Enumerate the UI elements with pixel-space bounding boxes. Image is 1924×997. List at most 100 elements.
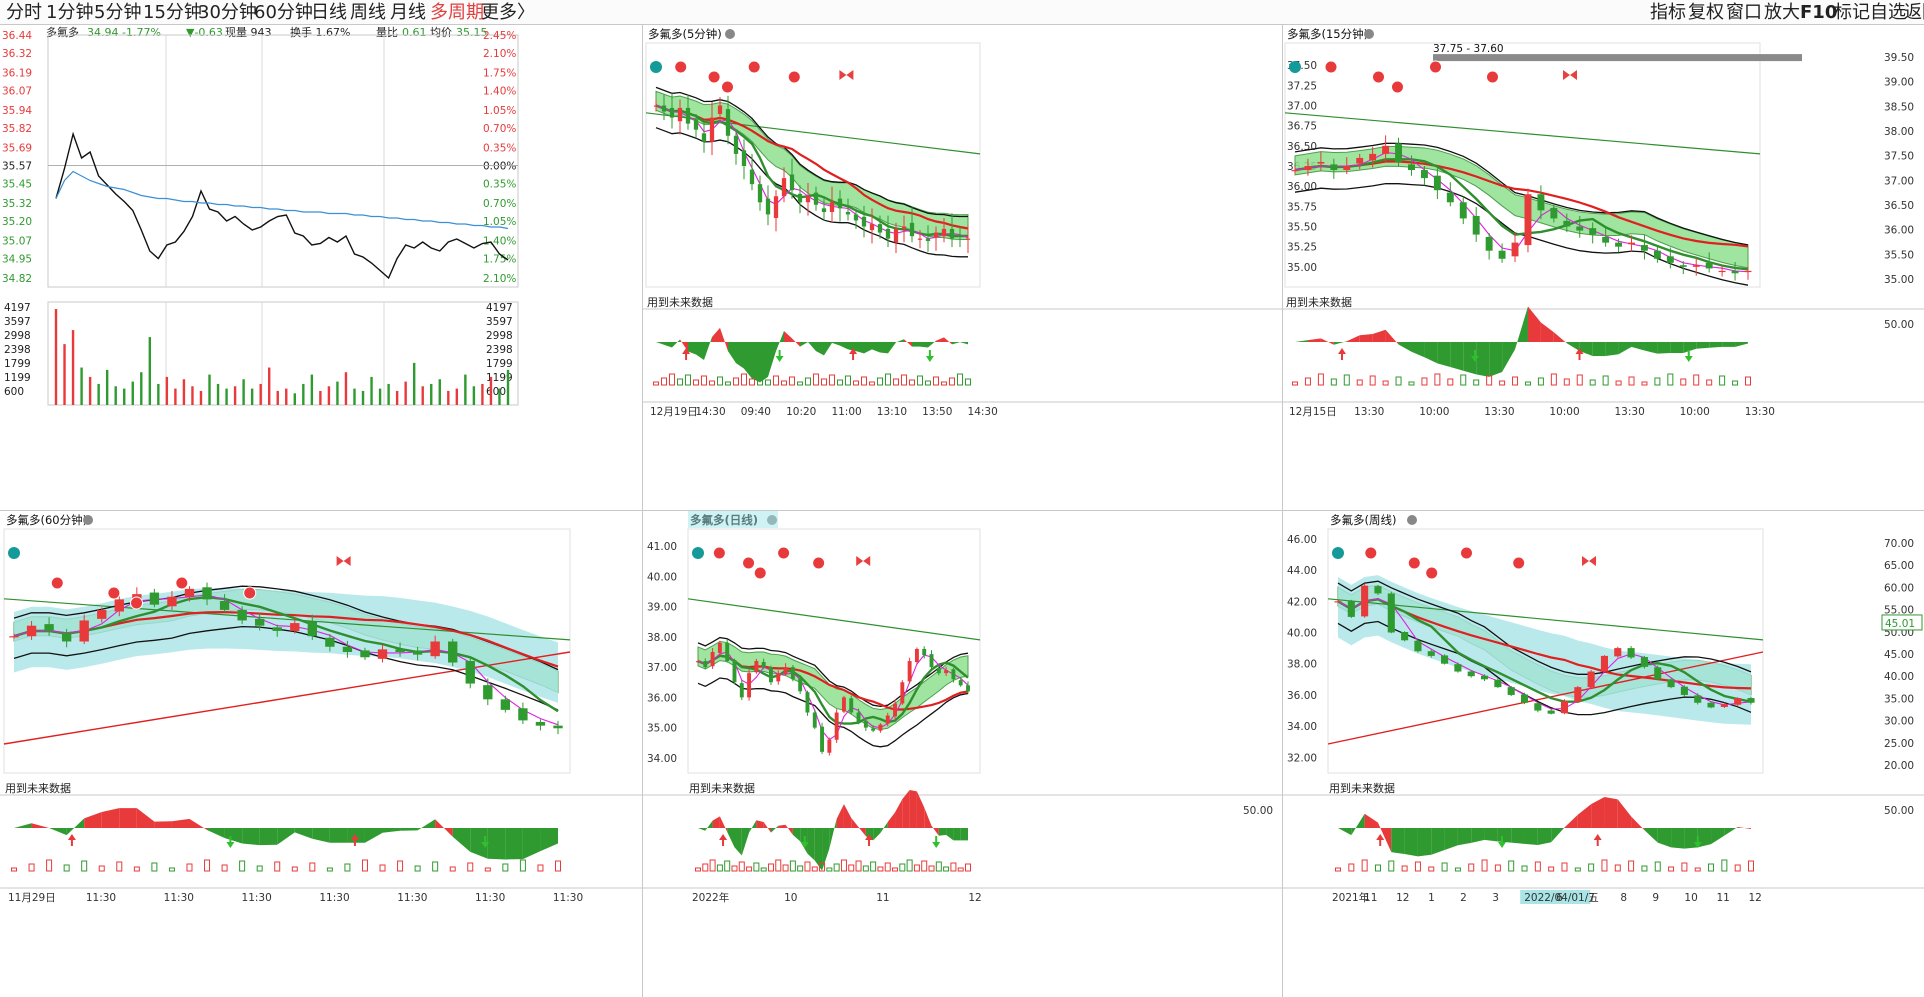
histogram-bar: [765, 379, 771, 386]
ma-green-line: [1337, 598, 1752, 703]
indicator-wave-segment: [792, 338, 800, 347]
candle-body: [776, 673, 781, 682]
price-frame: [3, 528, 571, 774]
candle-body: [307, 621, 317, 637]
price-tick-label: 35.45: [2, 179, 32, 191]
pct-tick-label: 1.05%: [483, 216, 516, 228]
toolbar-adjust-button[interactable]: 复权: [1688, 2, 1724, 23]
pct-tick-label: 0.35%: [483, 179, 516, 191]
indicator-wave-segment: [1684, 828, 1698, 849]
histogram-bar: [933, 376, 939, 386]
intraday-turnover: 换手 1.67%: [290, 25, 350, 39]
candle-body: [966, 685, 970, 692]
histogram-bar: [885, 373, 891, 386]
buy-signal-icon: [50, 576, 64, 590]
time-axis-label: 11:30: [397, 892, 427, 904]
candle-body: [907, 661, 912, 682]
candle-body: [272, 627, 282, 631]
indicator-wave-segment: [14, 823, 32, 828]
period-tab-more[interactable]: 更多〉: [481, 2, 535, 23]
histogram-bar: [884, 862, 891, 872]
indicator-wave-segment: [1604, 797, 1618, 828]
time-axis-label: 14:30: [695, 406, 725, 418]
candle-body: [465, 660, 475, 684]
pct-tick-label: 1.05%: [483, 105, 516, 117]
toolbar-zoom-button[interactable]: 放大: [1764, 2, 1800, 23]
time-axis-label: 8: [1620, 892, 1627, 904]
period-tab-fenshi[interactable]: 分时: [6, 2, 42, 23]
histogram-bar: [361, 859, 368, 872]
indicator-wave-segment: [778, 824, 786, 828]
indicator-wave-segment: [902, 789, 910, 828]
indicator-wave-segment: [916, 791, 925, 828]
candle-body: [813, 192, 819, 205]
trend-signal-icon: [1289, 61, 1301, 73]
price-tick-label: 37.00: [1287, 101, 1317, 113]
volume-tick-label: 4197: [4, 302, 31, 314]
period-tab-60min[interactable]: 60分钟: [254, 2, 313, 23]
time-axis-label: 11月29日: [8, 892, 56, 904]
indicator-wave-segment: [938, 828, 947, 836]
indicator-wave-segment: [770, 825, 779, 833]
sixty-minute-chart-panel[interactable]: 多氟多(60分钟) 用到未来数据 11月29日 11:30 11:30 11:30 11:3…: [0, 511, 643, 997]
histogram-bar: [1454, 867, 1461, 872]
intraday-chart-panel[interactable]: 多氟多 34.94 -1.77% ▼-0.63 现量 943 换手 1.67% 量比 0.6…: [0, 25, 643, 511]
weekly-chart-panel[interactable]: 多氟多(周线) 46.00 44.00 42.00 40.00 38.00 36.00 34.…: [1283, 511, 1924, 997]
histogram-bar: [862, 865, 869, 872]
intraday-price: 34.94 -1.77%: [87, 26, 161, 39]
candle-body: [677, 107, 683, 122]
indicator-wave-segment: [1551, 827, 1565, 843]
indicator-wave-segment: [920, 342, 928, 348]
period-tab-weekly[interactable]: 周线: [350, 2, 386, 23]
period-tab-multi[interactable]: 多周期: [430, 2, 484, 23]
time-axis-label: 2022年: [692, 891, 729, 904]
period-tab-daily[interactable]: 日线: [311, 2, 347, 23]
candle-body: [1667, 679, 1675, 688]
buy-signal-icon: [753, 566, 767, 580]
candle-body: [765, 198, 771, 215]
period-tab-15min[interactable]: 15分钟: [143, 2, 202, 23]
period-tab-1min[interactable]: 1分钟: [46, 2, 94, 23]
price-tick-label: 35.20: [2, 216, 32, 228]
histogram-bar: [869, 381, 875, 386]
signal-arrow-icon: [932, 836, 941, 848]
pct-tick-label: 1.40%: [483, 86, 516, 98]
pct-tick-label: 0.70%: [483, 198, 516, 210]
intraday-avg: 35.15: [456, 26, 488, 39]
toolbar-f10-button[interactable]: F10: [1800, 2, 1838, 23]
candle-body: [856, 712, 861, 722]
intraday-volume-bar: [191, 386, 194, 405]
histogram-bar: [826, 867, 833, 872]
period-tab-30min[interactable]: 30分钟: [198, 2, 257, 23]
time-axis-label: 13:50: [922, 406, 952, 418]
buy-signal-icon: [812, 556, 826, 570]
ma-red-line: [655, 104, 969, 230]
toolbar-back-button[interactable]: 返回: [1904, 2, 1924, 23]
intraday-volume-bar: [225, 388, 228, 405]
toolbar-window-button[interactable]: 窗口: [1726, 2, 1762, 23]
intraday-volume-bar: [157, 383, 160, 405]
histogram-bar: [1615, 380, 1622, 386]
toolbar-mark-button[interactable]: 标记: [1834, 2, 1870, 23]
time-axis-label: 11: [1716, 892, 1729, 904]
ma-cyan-band: [14, 587, 558, 703]
fifteen-minute-chart-panel[interactable]: 多氟多(15分钟)37.5037.2537.0036.7536.5036.253…: [1283, 25, 1924, 511]
histogram-bar: [204, 859, 211, 872]
indicator-wave-segment: [829, 818, 837, 849]
period-tab-monthly[interactable]: 月线: [390, 2, 426, 23]
price-tick-label: 40.00: [647, 571, 677, 583]
histogram-bar: [1602, 375, 1609, 386]
volume-tick-label-right: 2998: [486, 330, 513, 342]
daily-chart-panel[interactable]: 多氟多(日线)41.0040.0039.0038.0037.0036.0035.…: [643, 511, 1283, 997]
candle-body: [1534, 703, 1542, 711]
histogram-bar: [1628, 860, 1635, 872]
toolbar-indicator-button[interactable]: 指标: [1650, 2, 1686, 23]
candle-body: [958, 680, 963, 686]
candle-body: [936, 668, 941, 674]
intraday-volume-bar: [148, 337, 152, 405]
toolbar-watchlist-button[interactable]: 自选: [1870, 2, 1906, 23]
buy-signal-icon: [1407, 556, 1421, 570]
time-axis-label: 11:00: [831, 406, 861, 418]
period-tab-5min[interactable]: 5分钟: [94, 2, 142, 23]
